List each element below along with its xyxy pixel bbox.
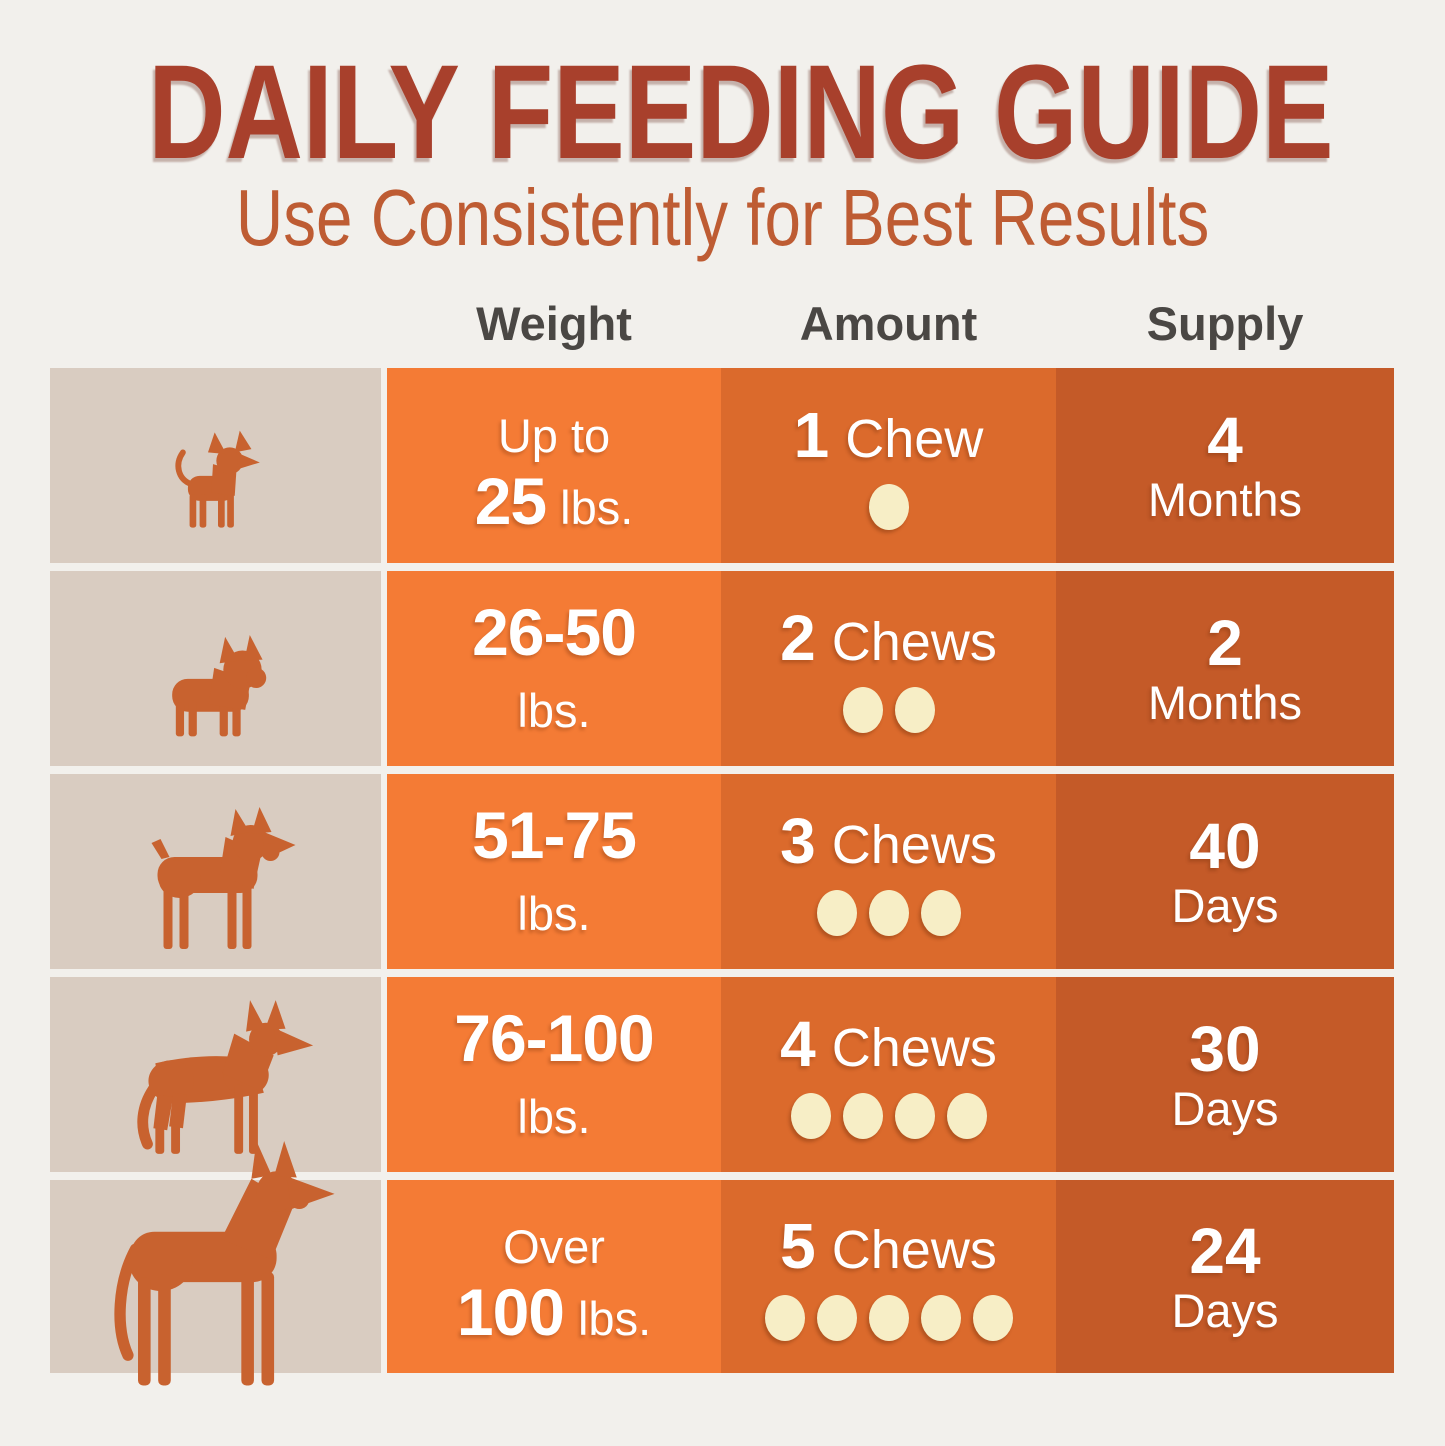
page-title: DAILY FEEDING GUIDE xyxy=(148,38,1334,187)
lbs-label: lbs. xyxy=(517,1089,591,1143)
chew-unit: Chews xyxy=(831,1219,997,1280)
supply-cell: 30 Days xyxy=(1056,977,1394,1172)
chew-dots xyxy=(842,687,935,734)
chew-dot xyxy=(816,1295,857,1342)
chew-unit: Chews xyxy=(831,1017,997,1078)
chew-dot xyxy=(972,1295,1013,1342)
column-headers: Weight Amount Supply xyxy=(50,296,1394,351)
chew-dots xyxy=(816,890,961,937)
feeding-row: 76-100 lbs. 4 Chews 30 Days xyxy=(50,977,1394,1172)
dog-cell xyxy=(50,368,381,563)
chew-dot xyxy=(764,1295,805,1342)
weight-cell: 76-100 lbs. xyxy=(387,977,721,1172)
chew-dot xyxy=(894,1093,935,1140)
weight-number: 25 xyxy=(474,463,547,538)
chew-unit: Chews xyxy=(831,814,997,875)
chew-unit: Chews xyxy=(831,611,997,672)
amount-cell: 3 Chews xyxy=(721,774,1056,969)
chew-dot xyxy=(816,890,857,937)
amount-cell: 5 Chews xyxy=(721,1180,1056,1373)
dog-cell xyxy=(50,774,381,969)
chihuahua-icon xyxy=(175,430,260,528)
feeding-row: 26-50 lbs. 2 Chews 2 Months xyxy=(50,571,1394,766)
chew-count: 3 xyxy=(780,804,816,877)
german-shepherd-icon xyxy=(136,1000,313,1154)
supply-unit: Days xyxy=(1171,1081,1279,1135)
chew-dot xyxy=(920,890,961,937)
header-supply: Supply xyxy=(1146,297,1304,350)
supply-unit: Days xyxy=(1171,878,1279,932)
header-spacer xyxy=(50,296,387,351)
chew-count: 5 xyxy=(780,1209,816,1282)
feeding-table: Up to 25 lbs. 1 Chew 4 Months 26-50 lbs. xyxy=(50,368,1394,1386)
weight-range: 51-75 xyxy=(472,798,637,873)
supply-cell: 2 Months xyxy=(1056,571,1394,766)
supply-cell: 40 Days xyxy=(1056,774,1394,969)
amount-cell: 1 Chew xyxy=(721,368,1056,563)
dog-cell xyxy=(50,571,381,766)
chew-count: 4 xyxy=(780,1007,816,1080)
page-subtitle: Use Consistently for Best Results xyxy=(235,173,1210,262)
weight-qualifier: Over xyxy=(503,1220,605,1274)
chew-dot xyxy=(790,1093,831,1140)
feeding-row: 51-75 lbs. 3 Chews 40 Days xyxy=(50,774,1394,969)
supply-value: 24 xyxy=(1189,1214,1261,1287)
supply-cell: 24 Days xyxy=(1056,1180,1394,1373)
weight-qualifier: Up to xyxy=(497,409,611,463)
chew-dots xyxy=(764,1295,1013,1342)
chew-dots xyxy=(868,484,909,531)
chew-dot xyxy=(868,484,909,531)
lbs-label: lbs. xyxy=(577,1291,652,1345)
french-bulldog-icon xyxy=(171,635,266,737)
supply-value: 4 xyxy=(1207,403,1243,476)
great-dane-icon xyxy=(114,1141,335,1386)
chew-dot xyxy=(868,890,909,937)
weight-cell: 51-75 lbs. xyxy=(387,774,721,969)
chew-count: 2 xyxy=(780,601,816,674)
lbs-label: lbs. xyxy=(517,886,591,940)
supply-value: 40 xyxy=(1189,809,1261,882)
header-weight: Weight xyxy=(476,297,632,350)
chew-dot xyxy=(894,687,935,734)
supply-cell: 4 Months xyxy=(1056,368,1394,563)
amount-cell: 4 Chews xyxy=(721,977,1056,1172)
supply-unit: Months xyxy=(1147,472,1303,526)
lbs-label: lbs. xyxy=(560,480,634,534)
lbs-label: lbs. xyxy=(517,683,591,737)
chew-count: 1 xyxy=(793,398,830,471)
header-amount: Amount xyxy=(799,297,978,350)
amount-cell: 2 Chews xyxy=(721,571,1056,766)
weight-range: 76-100 xyxy=(454,1001,655,1076)
chew-unit: Chew xyxy=(845,408,984,469)
supply-value: 30 xyxy=(1189,1012,1261,1085)
chew-dot xyxy=(946,1093,987,1140)
supply-unit: Days xyxy=(1171,1283,1279,1337)
weight-cell: Over 100 lbs. xyxy=(387,1180,721,1373)
chew-dot xyxy=(842,1093,883,1140)
supply-value: 2 xyxy=(1207,606,1243,679)
feeding-row: Over 100 lbs. 5 Chews 24 Days xyxy=(50,1141,1394,1386)
chew-dot xyxy=(842,687,883,734)
chew-dot xyxy=(920,1295,961,1342)
feeding-row: Up to 25 lbs. 1 Chew 4 Months xyxy=(50,368,1394,563)
dog-cell xyxy=(50,977,381,1172)
dog-cell xyxy=(50,1141,381,1386)
weight-cell: Up to 25 lbs. xyxy=(387,368,721,563)
chew-dots xyxy=(790,1093,987,1140)
weight-cell: 26-50 lbs. xyxy=(387,571,721,766)
supply-unit: Months xyxy=(1147,675,1303,729)
weight-range: 26-50 xyxy=(472,595,637,670)
boxer-icon xyxy=(151,807,295,949)
weight-number: 100 xyxy=(456,1274,565,1349)
chew-dot xyxy=(868,1295,909,1342)
